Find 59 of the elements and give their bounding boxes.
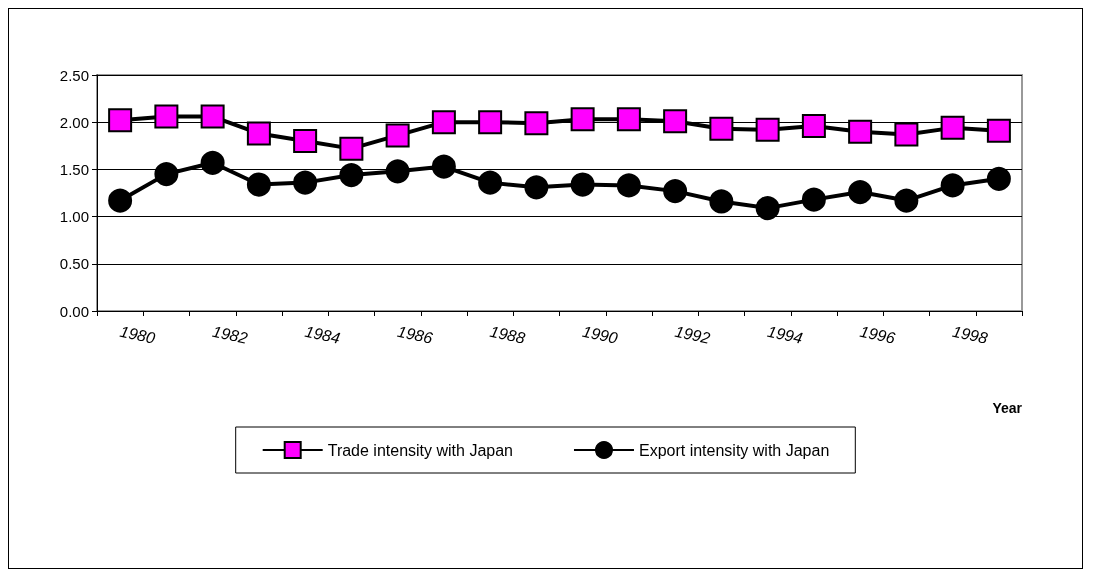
point [385,123,410,148]
legend-label: Export intensity with Japan [638,441,830,459]
point [755,117,780,142]
point [940,173,965,198]
point [339,136,364,161]
point [293,170,318,195]
point [431,154,456,179]
point [570,172,595,197]
y-tick-label: 1.00 [59,208,89,226]
point [616,173,641,198]
point [801,113,826,138]
point [709,189,734,214]
point [709,116,734,141]
point [848,180,873,205]
x-tick-label: 1982 [210,322,250,347]
point [478,110,503,135]
x-tick-label: 1988 [488,322,527,347]
x-tick-label: 1996 [858,322,897,347]
point [894,188,919,213]
point [986,166,1011,191]
y-tick-label: 0.00 [59,302,89,320]
point [570,107,595,132]
x-tick-label: 1984 [303,322,342,347]
point [940,115,965,140]
point [616,107,641,132]
point [246,172,271,197]
point [154,104,179,129]
point [801,187,826,212]
point [385,159,410,184]
point [524,111,549,136]
point [431,110,456,135]
x-tick-label: 1998 [950,322,990,347]
point [200,150,225,175]
x-tick-label: 1992 [673,322,712,347]
point [108,188,133,213]
point [339,163,364,188]
point [848,119,873,144]
y-tick-label: 0.50 [59,255,89,273]
x-tick-label: 1980 [118,322,157,347]
point [663,179,688,204]
legend-label: Trade intensity with Japan [327,441,513,459]
point [755,196,780,221]
point [293,129,318,154]
y-tick-label: 1.50 [59,160,89,178]
x-tick-label: 1994 [765,322,805,347]
x-axis-title: Year [992,400,1023,416]
x-tick-label: 1986 [395,322,435,347]
point [200,104,225,129]
point [986,118,1011,143]
point [478,170,503,195]
y-tick-label: 2.50 [59,66,89,84]
point [246,121,271,146]
point [108,108,133,133]
point [524,175,549,200]
point [663,109,688,134]
point [154,162,179,187]
y-tick-label: 2.00 [59,113,89,131]
x-tick-label: 1990 [580,322,620,347]
point [894,122,919,147]
